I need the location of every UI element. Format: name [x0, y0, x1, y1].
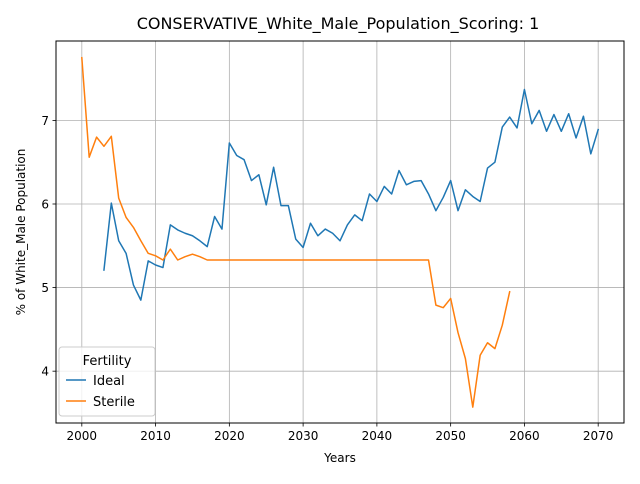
y-axis-label: % of White_Male Population	[14, 149, 28, 316]
y-tick-label: 5	[41, 281, 49, 295]
legend-box	[58, 346, 156, 417]
x-axis-label: Years	[323, 451, 356, 465]
chart-title: CONSERVATIVE_White_Male_Population_Scori…	[137, 14, 540, 34]
legend: Fertility Ideal Sterile	[58, 346, 156, 417]
legend-label-ideal: Ideal	[93, 374, 125, 389]
x-tick-label: 2000	[67, 429, 98, 443]
y-axis-ticks: 4 5 6 7	[41, 114, 56, 379]
series-line-sterile	[81, 56, 511, 408]
y-tick-label: 4	[41, 365, 49, 379]
x-tick-label: 2030	[288, 429, 319, 443]
x-axis-ticks: 2000 2010 2020 2030 2040 2050 2060 2070	[67, 423, 614, 443]
x-tick-label: 2020	[214, 429, 245, 443]
x-tick-label: 2070	[583, 429, 614, 443]
plot-frame	[55, 40, 625, 424]
y-tick-label: 7	[41, 114, 49, 128]
series-lines	[81, 56, 600, 408]
y-tick-label: 6	[41, 197, 49, 211]
x-tick-label: 2040	[362, 429, 393, 443]
series-line-ideal	[103, 88, 600, 301]
x-tick-label: 2050	[435, 429, 466, 443]
legend-title: Fertility	[83, 354, 132, 369]
x-tick-label: 2010	[140, 429, 171, 443]
x-tick-label: 2060	[509, 429, 540, 443]
legend-label-sterile: Sterile	[93, 395, 135, 410]
